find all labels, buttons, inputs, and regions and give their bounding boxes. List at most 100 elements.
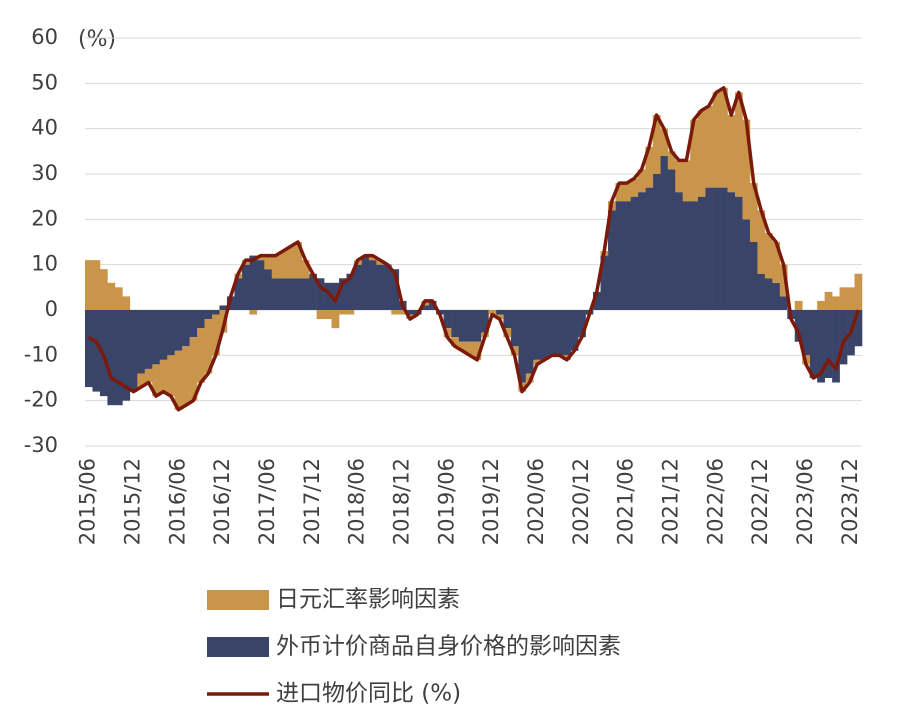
x-tick-label: 2022/12 xyxy=(748,458,772,545)
bar xyxy=(697,110,706,197)
bar xyxy=(772,282,781,310)
bar xyxy=(301,278,310,310)
x-tick-label: 2016/12 xyxy=(210,458,234,545)
x-tick-label: 2022/06 xyxy=(703,458,727,545)
bar xyxy=(510,310,519,347)
bar xyxy=(137,310,146,374)
x-tick-label: 2019/06 xyxy=(434,458,458,545)
bar xyxy=(466,310,474,342)
line xyxy=(87,86,860,412)
bar xyxy=(204,319,213,374)
bar xyxy=(660,128,669,156)
bar xyxy=(167,355,175,397)
bar xyxy=(309,273,317,310)
bar xyxy=(832,310,840,383)
bar xyxy=(391,269,400,310)
bar xyxy=(854,310,863,347)
x-tick-label: 2020/06 xyxy=(524,458,548,545)
bar xyxy=(234,278,243,310)
bar xyxy=(772,242,781,283)
bar xyxy=(720,87,728,188)
bar xyxy=(383,264,392,310)
x-tick-label: 2016/06 xyxy=(165,458,189,545)
bar xyxy=(324,282,332,310)
bar xyxy=(443,310,452,329)
y-tick-label: 40 xyxy=(31,116,58,140)
bar xyxy=(219,305,228,310)
bar xyxy=(794,310,803,342)
bar xyxy=(630,178,639,197)
bar xyxy=(600,255,609,310)
x-tick-label: 2018/12 xyxy=(390,458,414,545)
y-tick-label: -30 xyxy=(24,433,58,457)
bar xyxy=(174,350,183,410)
bar xyxy=(421,305,429,310)
y-tick-label: -10 xyxy=(24,342,58,366)
bar xyxy=(615,201,624,310)
bar xyxy=(742,119,751,220)
bar xyxy=(279,251,288,279)
bar xyxy=(85,260,93,310)
unit-label: (%) xyxy=(78,27,116,52)
bar xyxy=(794,300,803,310)
bar xyxy=(466,341,474,356)
x-tick-label: 2017/12 xyxy=(300,458,324,545)
bar xyxy=(182,310,190,347)
x-tick-label: 2018/06 xyxy=(345,458,369,545)
bar xyxy=(167,310,175,356)
bar xyxy=(637,192,646,310)
bar xyxy=(480,310,489,333)
bar xyxy=(249,255,258,310)
bar xyxy=(757,273,766,310)
bar xyxy=(563,310,571,356)
bar xyxy=(331,310,340,329)
bar xyxy=(271,255,280,279)
bar xyxy=(824,291,833,310)
bar xyxy=(578,310,586,338)
bar xyxy=(316,278,325,310)
bar xyxy=(249,310,258,315)
bar xyxy=(854,273,863,310)
bar xyxy=(705,106,713,188)
bar xyxy=(764,232,773,279)
bar xyxy=(174,310,183,351)
bar xyxy=(99,269,108,310)
bar xyxy=(301,260,310,279)
bar xyxy=(742,219,751,310)
bar xyxy=(817,300,825,310)
bar xyxy=(503,310,512,329)
bar xyxy=(197,328,205,383)
bar xyxy=(286,246,295,279)
bar xyxy=(324,310,332,320)
bar xyxy=(779,296,788,310)
bar xyxy=(637,169,646,193)
bar xyxy=(615,183,624,202)
bar xyxy=(488,310,497,315)
bar xyxy=(152,364,161,397)
bar xyxy=(660,155,669,310)
bar xyxy=(697,196,706,310)
bar xyxy=(749,183,758,242)
y-tick-label: 30 xyxy=(31,161,58,185)
y-tick-label: 20 xyxy=(31,206,58,230)
bar xyxy=(847,287,855,310)
legend-label: 日元汇率影响因素 xyxy=(276,587,460,613)
bar xyxy=(734,92,743,197)
bar xyxy=(256,260,265,310)
bar xyxy=(675,192,683,310)
bar xyxy=(271,278,280,310)
bar xyxy=(339,278,347,310)
bar xyxy=(428,300,437,310)
bar xyxy=(406,310,415,315)
y-tick-label: 50 xyxy=(31,70,58,94)
bar xyxy=(122,310,131,401)
x-tick-label: 2015/06 xyxy=(76,458,100,545)
bar xyxy=(675,160,683,193)
bar xyxy=(712,92,721,188)
bar xyxy=(652,174,661,310)
bar xyxy=(757,210,766,274)
bar xyxy=(144,368,153,383)
bar xyxy=(368,260,377,310)
bar xyxy=(727,115,736,193)
